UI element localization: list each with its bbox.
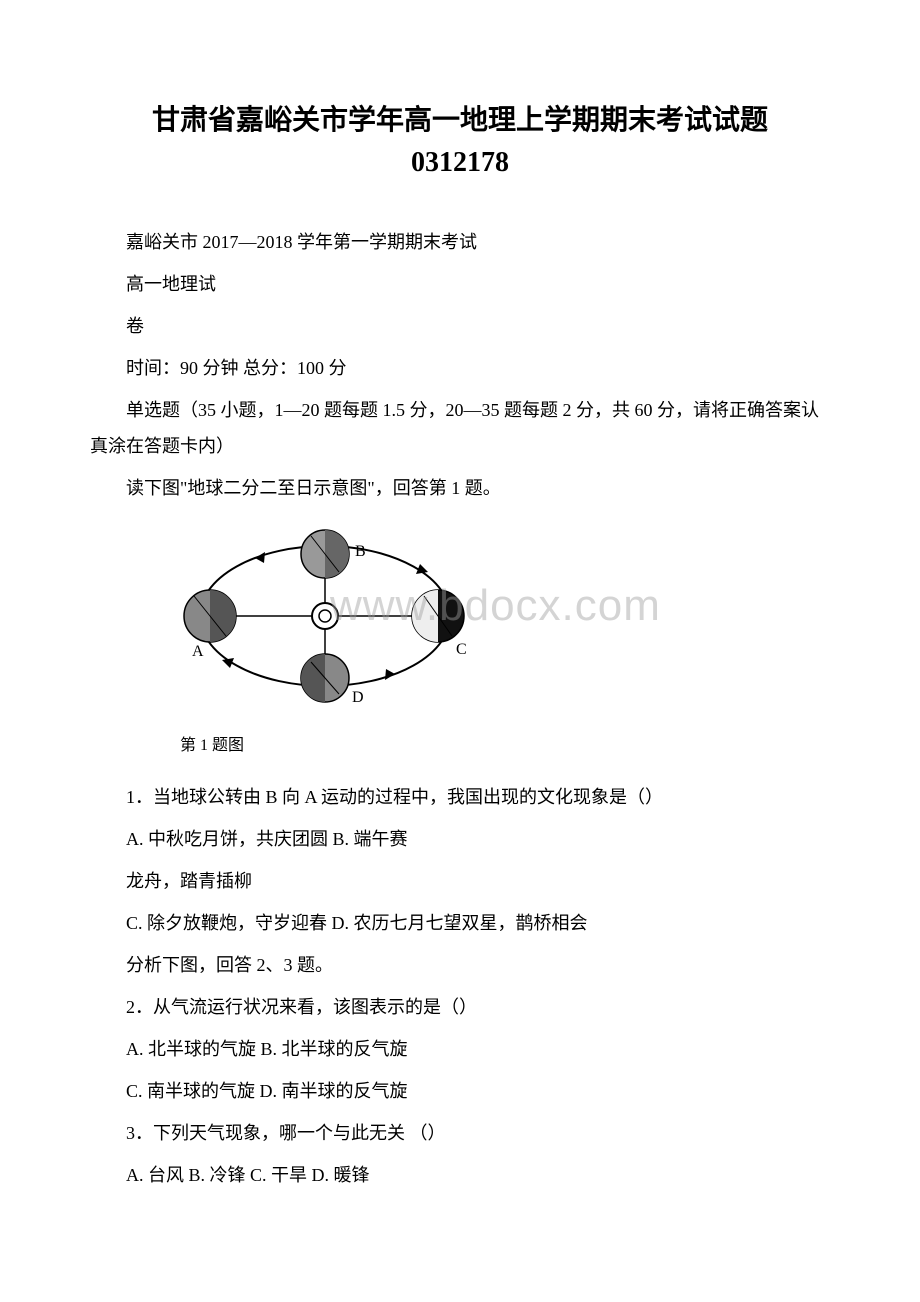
title-line-1: 甘肃省嘉峪关市学年高一地理上学期期末考试试题: [90, 100, 830, 142]
q1-options-ab: A. 中秋吃月饼，共庆团圆 B. 端午赛: [90, 821, 830, 857]
document-title: 甘肃省嘉峪关市学年高一地理上学期期末考试试题 0312178: [90, 100, 830, 184]
spacer: [90, 755, 830, 779]
figure-1: A B C D: [180, 516, 830, 721]
title-line-2: 0312178: [90, 142, 830, 184]
q3-options: A. 台风 B. 冷锋 C. 干旱 D. 暖锋: [90, 1157, 830, 1193]
q2-options-cd: C. 南半球的气旋 D. 南半球的反气旋: [90, 1073, 830, 1109]
section-instruction: 单选题（35 小题，1—20 题每题 1.5 分，20—35 题每题 2 分，共…: [90, 392, 830, 464]
document-page: 甘肃省嘉峪关市学年高一地理上学期期末考试试题 0312178 嘉峪关市 2017…: [0, 0, 920, 1259]
q3-stem: 3．下列天气现象，哪一个与此无关 （）: [90, 1115, 830, 1151]
q1-options-cd: C. 除夕放鞭炮，守岁迎春 D. 农历七月七望双星，鹊桥相会: [90, 905, 830, 941]
q1-stem: 1．当地球公转由 B 向 A 运动的过程中，我国出现的文化现象是（）: [90, 779, 830, 815]
figure1-prompt: 读下图"地球二分二至日示意图"，回答第 1 题。: [90, 470, 830, 506]
svg-text:C: C: [456, 641, 467, 658]
svg-text:D: D: [352, 689, 364, 706]
exam-header-line1: 嘉峪关市 2017—2018 学年第一学期期末考试: [90, 224, 830, 260]
svg-text:B: B: [355, 543, 366, 560]
figure2-prompt: 分析下图，回答 2、3 题。: [90, 947, 830, 983]
exam-header-line2a: 高一地理试: [90, 266, 830, 302]
orbit-diagram-svg: A B C D: [180, 516, 470, 716]
time-score-line: 时间：90 分钟 总分：100 分: [90, 350, 830, 386]
svg-text:A: A: [192, 643, 204, 660]
figure-1-caption: 第 1 题图: [90, 731, 830, 755]
exam-header-line2b: 卷: [90, 308, 830, 344]
q2-options-ab: A. 北半球的气旋 B. 北半球的反气旋: [90, 1031, 830, 1067]
q2-stem: 2．从气流运行状况来看，该图表示的是（）: [90, 989, 830, 1025]
q1-option-b-cont: 龙舟，踏青插柳: [90, 863, 830, 899]
